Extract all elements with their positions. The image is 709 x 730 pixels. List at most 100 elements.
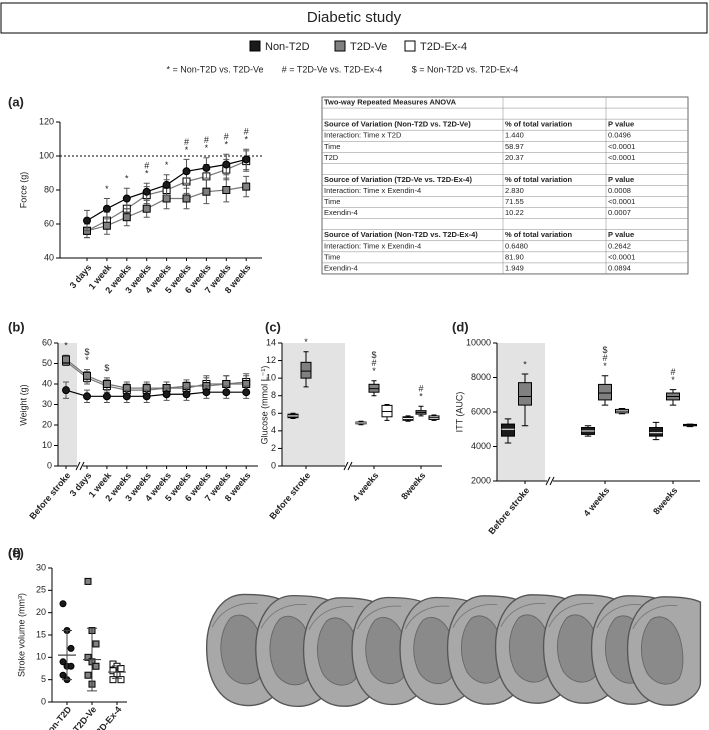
y-tick-label: 80 [44, 184, 54, 194]
significance-note: $ = Non-T2D vs. T2D-Ex-4 [412, 64, 519, 74]
data-point [67, 644, 75, 652]
x-tick-label: 8weeks [399, 470, 427, 501]
y-axis-label: ITT (AUC) [454, 392, 464, 433]
data-point [202, 163, 211, 172]
panel-label: (c) [265, 319, 281, 334]
data-point [162, 180, 171, 189]
box [501, 423, 515, 437]
data-point [182, 194, 191, 203]
axis-break [545, 476, 551, 486]
table-cell: 10.22 [505, 208, 524, 217]
y-tick-label: 120 [39, 116, 54, 126]
table-cell: Interaction: Time x Exendin-4 [324, 186, 421, 195]
x-tick-label: T2D-Ex-4 [91, 704, 124, 730]
box [598, 383, 612, 401]
significance-label: * [523, 359, 527, 369]
table-cell: 1.440 [505, 131, 524, 140]
sd-bar [112, 665, 122, 679]
series-line [65, 360, 247, 391]
figure-title: Diabetic study [307, 9, 402, 26]
y-tick-label: 25 [36, 585, 46, 595]
y-tick-label: 40 [42, 378, 52, 388]
table-cell: 0.0496 [608, 131, 631, 140]
table-cell: Source of Variation (T2D-Ve vs. T2D-Ex-4… [324, 175, 472, 184]
y-tick-label: 15 [36, 629, 46, 639]
data-point [117, 665, 125, 672]
sd-bar [87, 627, 97, 692]
y-tick-label: 60 [42, 337, 52, 347]
data-point [102, 392, 111, 401]
legend-swatch [404, 40, 416, 52]
legend-label: T2D-Ex-4 [420, 41, 467, 53]
data-point [142, 392, 151, 401]
axis-break [79, 461, 85, 471]
data-point [92, 640, 100, 648]
data-point [202, 388, 211, 397]
axis-break [345, 462, 351, 470]
table-cell: <0.0001 [608, 252, 635, 261]
significance-label: * [419, 392, 423, 402]
panel-label: (e) [8, 545, 24, 560]
y-tick-label: 2 [271, 443, 276, 453]
panel-label: (d) [452, 319, 469, 334]
y-axis-label: Stroke volume (mm³) [16, 593, 26, 677]
baseline-shade [58, 343, 77, 466]
y-tick-label: 10000 [466, 337, 491, 347]
axis-break [549, 476, 555, 486]
y-axis-label: Glucose (mmol L⁻¹) [259, 366, 269, 445]
table-cell: % of total variation [505, 120, 573, 129]
data-point [102, 204, 111, 213]
table-cell: <0.0001 [608, 153, 635, 162]
y-tick-label: 20 [36, 607, 46, 617]
y-tick-label: 8 [271, 390, 276, 400]
data-point [142, 204, 151, 213]
box [300, 361, 312, 379]
table-cell: 0.0894 [608, 263, 631, 272]
significance-label: # [602, 353, 607, 363]
data-point [83, 216, 91, 225]
y-tick-label: 8000 [471, 372, 491, 382]
data-point [222, 186, 231, 194]
table-cell: Time [324, 252, 340, 261]
significance-label: # [670, 367, 675, 377]
y-tick-label: 0 [47, 460, 52, 470]
x-tick-label: Before stroke [27, 470, 72, 521]
data-point [122, 194, 131, 203]
significance-label: * [165, 160, 169, 170]
y-tick-label: 100 [39, 150, 54, 160]
table-cell: 2.830 [505, 186, 524, 195]
sd-bar [62, 630, 72, 681]
significance-label: * [185, 145, 189, 155]
significance-label: * [225, 140, 229, 150]
y-tick-label: 20 [42, 419, 52, 429]
data-point [102, 380, 111, 388]
significance-label: $ [104, 363, 109, 373]
legend-swatch [334, 40, 346, 52]
table-cell: P value [608, 120, 634, 129]
box [518, 382, 532, 406]
baseline-shade [282, 343, 345, 466]
data-point [222, 388, 231, 397]
table-cell: Exendin-4 [324, 263, 358, 272]
legend-swatch [249, 40, 261, 52]
significance-label: * [244, 135, 248, 145]
significance-label: * [603, 361, 607, 371]
brain-sections [205, 593, 702, 708]
table-cell: 0.2642 [608, 241, 631, 250]
significance-label: # [204, 135, 209, 145]
significance-label: $ [602, 345, 607, 355]
data-point [67, 662, 75, 670]
table-cell: 20.37 [505, 153, 524, 162]
data-point [182, 167, 191, 176]
table-cell: Interaction: Time x Exendin-4 [324, 241, 421, 250]
table-cell: P value [608, 175, 634, 184]
table-cell: Exendin-4 [324, 208, 358, 217]
significance-label: # [371, 358, 376, 368]
data-point [62, 386, 70, 395]
significance-label: * [304, 337, 308, 347]
panel-label: (f) [8, 545, 21, 560]
significance-label: $ [371, 350, 376, 360]
significance-note: * = Non-T2D vs. T2D-Ve [166, 64, 263, 74]
y-tick-label: 6 [271, 408, 276, 418]
data-point [122, 213, 131, 222]
